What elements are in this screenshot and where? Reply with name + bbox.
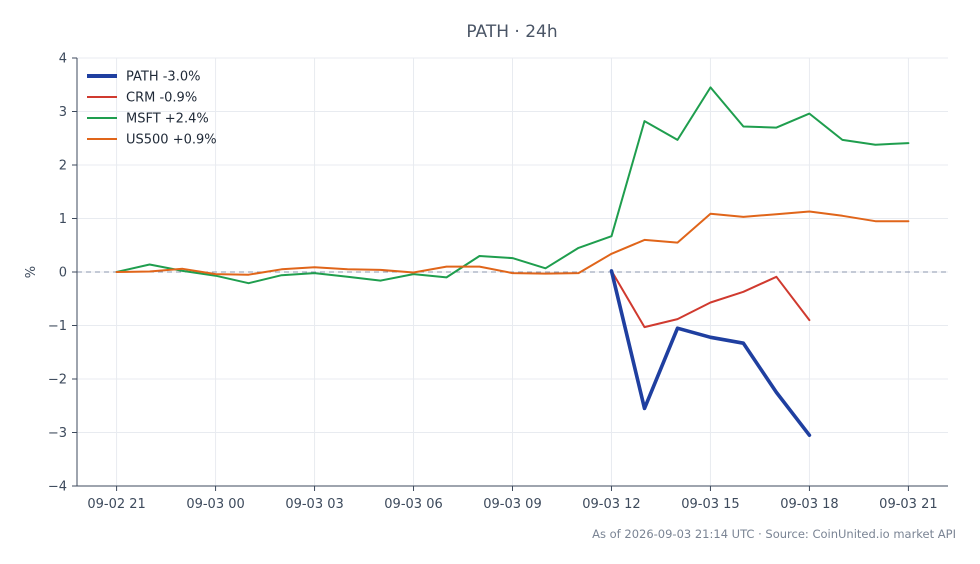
y-tick-label: 0	[59, 266, 67, 281]
x-tick-label: 09-03 00	[186, 497, 244, 512]
series-lines	[115, 86, 910, 437]
x-tick-label: 09-03 12	[582, 497, 640, 512]
legend-label: CRM -0.9%	[126, 91, 197, 106]
legend: PATH -3.0% CRM -0.9% MSFT +2.4% US500 +0.9%	[87, 70, 217, 148]
y-tick-label: 1	[59, 212, 67, 227]
series-line-msft	[115, 86, 910, 285]
y-tick-label: 3	[59, 105, 67, 120]
source-footer: As of 2026-09-03 21:14 UTC · Source: Coi…	[592, 527, 956, 541]
legend-label: US500 +0.9%	[126, 133, 217, 148]
y-tick-label: 4	[59, 52, 67, 67]
y-tick-label: −3	[48, 426, 67, 441]
legend-label: PATH -3.0%	[126, 70, 200, 85]
x-tick-label: 09-02 21	[87, 497, 145, 512]
series-line-crm	[610, 269, 811, 329]
y-axis-label: %	[24, 266, 39, 278]
x-tick-label: 09-03 18	[780, 497, 838, 512]
x-tick-label: 09-03 06	[384, 497, 442, 512]
x-tick-label: 09-03 03	[285, 497, 343, 512]
x-tick-label: 09-03 21	[879, 497, 937, 512]
series-line-path	[609, 269, 812, 437]
x-axis-ticks: 09-02 21 09-03 00 09-03 03 09-03 06 09-03 09…	[87, 486, 938, 512]
y-axis-ticks: −4 −3 −2 −1 0 1 2 3 4	[48, 52, 77, 495]
y-tick-label: −2	[48, 373, 67, 388]
x-tick-label: 09-03 09	[483, 497, 541, 512]
legend-label: MSFT +2.4%	[126, 112, 209, 127]
x-tick-label: 09-03 15	[681, 497, 739, 512]
series-line-us500	[115, 210, 910, 276]
y-tick-label: 2	[59, 159, 67, 174]
y-tick-label: −4	[48, 480, 67, 495]
y-tick-label: −1	[48, 319, 67, 334]
chart-title: PATH · 24h	[466, 22, 557, 42]
